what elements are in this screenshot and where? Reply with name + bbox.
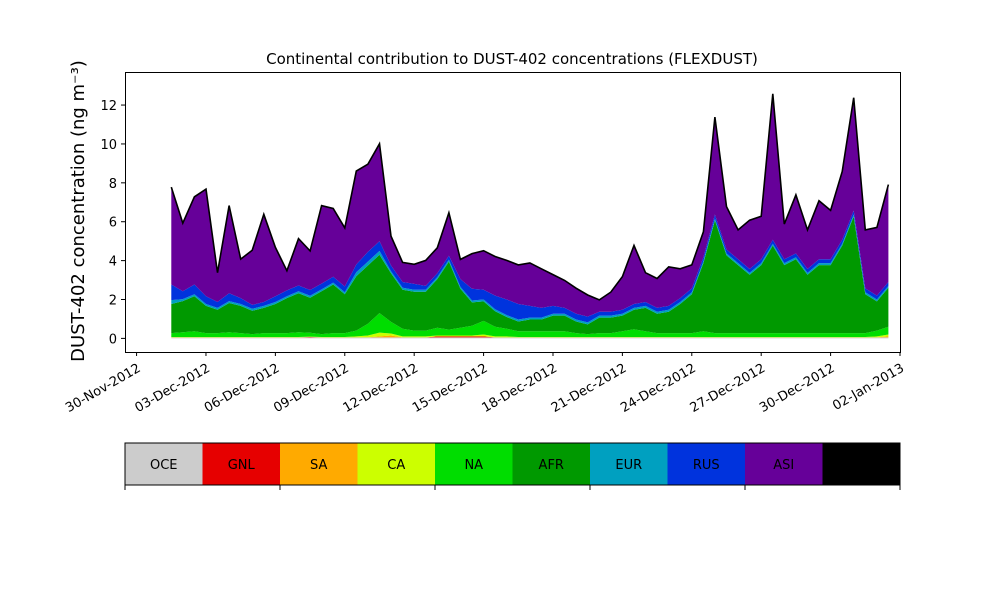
legend-swatch-na — [435, 443, 513, 485]
legend-swatch-ca — [357, 443, 436, 485]
y-tick-label: 0 — [109, 332, 117, 347]
legend-frame — [124, 442, 901, 486]
y-tick-label: 8 — [109, 177, 117, 192]
x-tick-label: 12-Dec-2012 — [341, 361, 421, 416]
total-line — [170, 93, 890, 301]
x-tick-label: 09-Dec-2012 — [271, 361, 351, 416]
y-axis: 0 2 4 6 8 10 12 — [100, 99, 125, 347]
area-rus — [171, 210, 889, 323]
legend-label-eur: EUR — [615, 458, 642, 473]
x-tick-label: 21-Dec-2012 — [549, 361, 629, 416]
legend-label-rus: RUS — [693, 458, 720, 473]
total-concentration-line — [170, 93, 890, 301]
chart-title: Continental contribution to DUST-402 con… — [266, 50, 758, 68]
x-tick-label: 24-Dec-2012 — [618, 361, 698, 416]
legend-swatch-oce — [125, 443, 203, 485]
legend-label-gnl: GNL — [228, 458, 256, 473]
plot-frame — [125, 72, 901, 353]
legend-swatch-afr — [512, 443, 591, 485]
area-afr — [171, 216, 889, 335]
stacked-areas — [171, 93, 889, 339]
area-oce — [171, 337, 889, 339]
x-tick-label: 02-Jan-2013 — [830, 361, 907, 414]
legend-label-oce: OCE — [150, 458, 178, 473]
y-tick-label: 2 — [109, 294, 117, 309]
area-eur — [171, 214, 889, 325]
x-tick-label: 30-Nov-2012 — [63, 361, 143, 416]
x-tick-label: 03-Dec-2012 — [132, 361, 212, 416]
x-axis: 30-Nov-201203-Dec-201206-Dec-201209-Dec-… — [63, 352, 907, 416]
legend-swatch-aus — [822, 443, 901, 485]
legend-label-sa: SA — [310, 458, 327, 473]
x-tick-label: 18-Dec-2012 — [479, 361, 559, 416]
legend-label-na: NA — [464, 458, 483, 473]
y-tick-label: 12 — [100, 99, 117, 114]
x-tick-label: 06-Dec-2012 — [202, 361, 282, 416]
x-tick-label: 30-Dec-2012 — [757, 361, 837, 416]
legend-swatch-gnl — [202, 443, 281, 485]
legend-label-afr: AFR — [539, 458, 564, 473]
legend-swatch-asi — [745, 443, 823, 485]
legend-swatch-rus — [667, 443, 746, 485]
y-axis-label: DUST-402 concentration (ng m⁻³) — [68, 60, 89, 362]
legend-swatch-sa — [280, 443, 358, 485]
area-asi — [171, 94, 889, 317]
legend-label-ca: CA — [387, 458, 405, 473]
legend: OCE GNL SA CA NA AFR EUR RUS ASI AUS — [124, 442, 901, 490]
x-tick-label: 27-Dec-2012 — [688, 361, 768, 416]
y-tick-label: 10 — [100, 138, 117, 153]
area-na — [171, 313, 889, 337]
y-tick-label: 4 — [109, 255, 117, 270]
y-tick-label: 6 — [109, 216, 117, 231]
legend-swatch-eur — [590, 443, 668, 485]
x-tick-label: 15-Dec-2012 — [410, 361, 490, 416]
legend-label-aus: AUS — [848, 458, 875, 473]
legend-label-asi: ASI — [773, 458, 794, 473]
